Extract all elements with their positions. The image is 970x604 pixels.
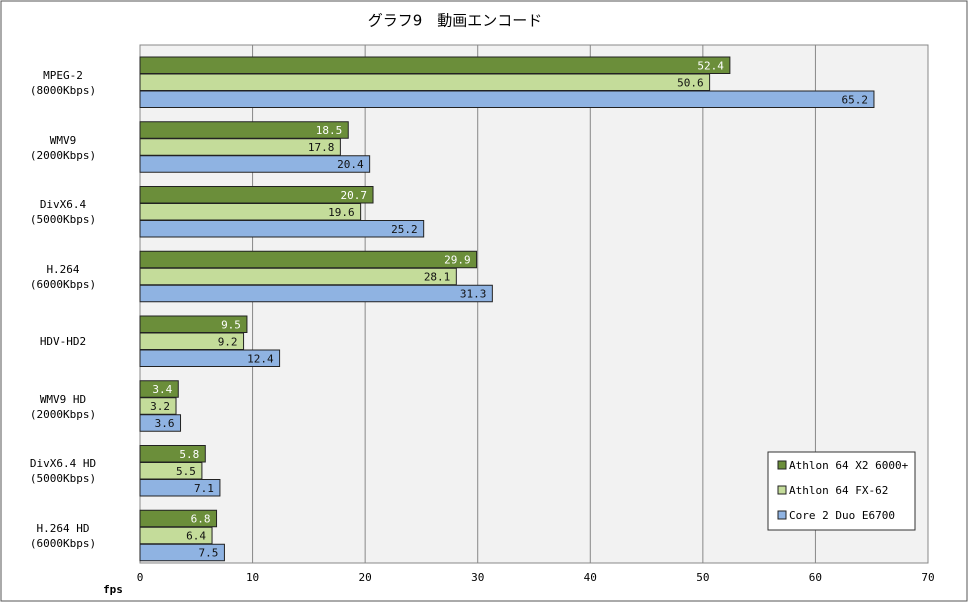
bar — [139, 73, 711, 91]
value-label: 20.7 — [341, 189, 368, 202]
bar — [139, 284, 493, 303]
value-label: 17.8 — [308, 141, 335, 154]
bar — [139, 56, 731, 74]
legend-label: Athlon 64 FX-62 — [789, 484, 888, 497]
value-label: 7.5 — [199, 547, 219, 560]
value-label: 3.2 — [150, 400, 170, 413]
bar — [139, 155, 371, 173]
bar — [139, 90, 875, 108]
bar — [139, 479, 221, 497]
y-tick-label: MPEG-2 (8000Kbps) — [29, 68, 97, 97]
chart-title: グラフ9 動画エンコード — [368, 12, 543, 30]
bar — [139, 250, 478, 269]
value-label: 18.5 — [316, 124, 343, 137]
bar — [139, 543, 225, 562]
legend-swatch — [777, 460, 787, 470]
x-tick-label: 40 — [584, 571, 597, 584]
x-tick-label: 30 — [471, 571, 484, 584]
y-tick-label: HDV-HD2 — [39, 335, 87, 349]
value-label: 50.6 — [677, 76, 704, 89]
x-tick-label: 10 — [246, 571, 259, 584]
y-tick-label: DivX6.4 (5000Kbps) — [29, 198, 97, 227]
value-label: 7.1 — [194, 482, 214, 495]
y-tick-label: WMV9 HD (2000Kbps) — [29, 392, 97, 421]
bar — [139, 186, 374, 204]
x-tick-label: 60 — [809, 571, 822, 584]
value-label: 5.8 — [179, 448, 199, 461]
bar — [139, 349, 281, 367]
value-label: 25.2 — [391, 223, 418, 236]
y-tick-label: H.264 HD (6000Kbps) — [29, 522, 97, 550]
x-tick-label: 0 — [137, 571, 144, 584]
y-tick-label: H.264 (6000Kbps) — [29, 263, 97, 291]
legend-label: Core 2 Duo E6700 — [789, 509, 895, 522]
value-label: 65.2 — [841, 93, 868, 106]
y-tick-label: DivX6.4 HD (5000Kbps) — [29, 457, 97, 486]
y-tick-label: WMV9 (2000Kbps) — [29, 133, 97, 162]
x-tick-label: 70 — [921, 571, 934, 584]
value-label: 12.4 — [247, 352, 274, 365]
legend-swatch — [777, 510, 787, 520]
value-label: 3.4 — [152, 383, 172, 396]
bar — [139, 267, 457, 286]
value-label: 6.8 — [191, 513, 211, 526]
value-label: 3.6 — [155, 417, 175, 430]
x-axis-label: fps — [103, 583, 123, 596]
value-label: 9.2 — [218, 335, 238, 348]
value-label: 19.6 — [328, 206, 355, 219]
value-label: 52.4 — [697, 59, 724, 72]
bar — [139, 414, 182, 432]
value-label: 20.4 — [337, 158, 364, 171]
value-label: 9.5 — [221, 318, 241, 331]
value-label: 28.1 — [424, 271, 451, 284]
bar — [139, 220, 425, 238]
legend-swatch — [777, 485, 787, 495]
legend-box — [767, 451, 916, 531]
value-label: 31.3 — [460, 288, 487, 301]
x-tick-label: 20 — [359, 571, 372, 584]
x-tick-label: 50 — [696, 571, 709, 584]
legend-label: Athlon 64 X2 6000+ — [789, 459, 909, 472]
value-label: 6.4 — [186, 530, 206, 543]
value-label: 29.9 — [444, 254, 471, 267]
value-label: 5.5 — [176, 465, 196, 478]
